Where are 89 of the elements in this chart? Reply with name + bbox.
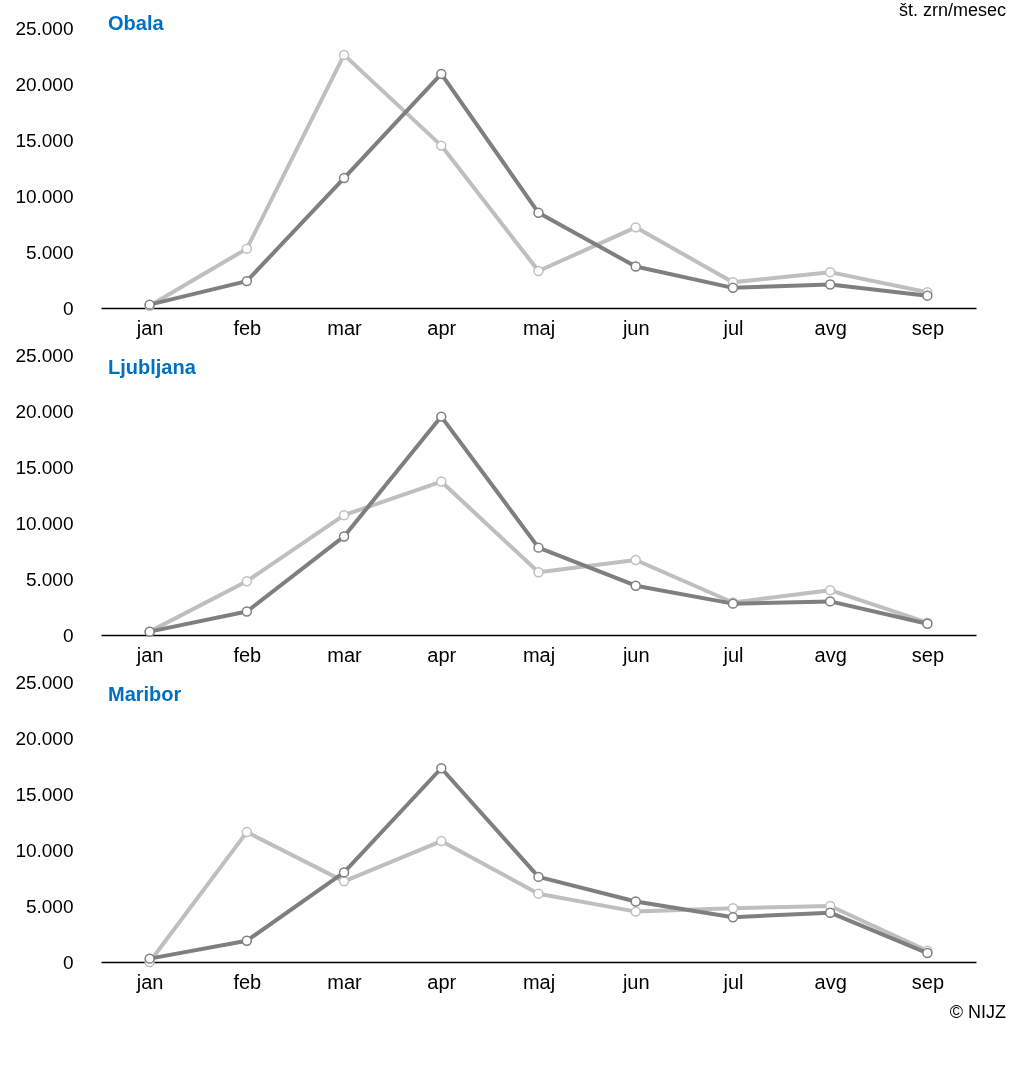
y-tick-label: 0 (62, 297, 74, 319)
point (630, 906, 641, 917)
x-tick-label: sep (911, 643, 945, 666)
point (338, 867, 350, 878)
x-tick-label: mar (327, 643, 363, 666)
point (824, 596, 836, 607)
point (533, 207, 544, 219)
text: © NIJZ (949, 1002, 1006, 1022)
x-tick-label: jul (722, 643, 744, 666)
x-tick-label: feb (233, 643, 262, 666)
x-tick-label: maj (522, 970, 556, 993)
point (533, 567, 544, 578)
y-tick-label: 15.000 (15, 456, 74, 478)
x-tick-label: jan (135, 316, 164, 339)
point (241, 576, 253, 587)
point (630, 554, 641, 566)
point (241, 243, 253, 254)
point (436, 140, 447, 151)
chart-title: Maribor (108, 683, 182, 705)
y-tick-label: 5.000 (25, 895, 74, 917)
y-tick-label: 25.000 (15, 344, 74, 366)
point (727, 282, 739, 294)
point (824, 266, 836, 278)
point (436, 476, 447, 487)
x-tick-label: avg (814, 643, 847, 666)
y-tick-label: 20.000 (15, 400, 74, 422)
x-tick-label: mar (327, 316, 363, 339)
point (630, 580, 641, 591)
text: št. zrn/mesec (898, 0, 1006, 20)
y-tick-label: 20.000 (15, 727, 74, 749)
point (533, 265, 544, 277)
point (824, 279, 836, 290)
point (241, 606, 253, 617)
y-tick-label: 0 (62, 951, 74, 973)
point (241, 275, 253, 287)
point (338, 531, 350, 542)
x-tick-label: avg (814, 316, 847, 339)
x-tick-label: avg (814, 970, 847, 993)
x-tick-label: jun (621, 970, 650, 993)
x-tick-label: jan (135, 643, 164, 666)
y-tick-label: 10.000 (15, 512, 74, 534)
x-tick-label: sep (911, 970, 945, 993)
point (630, 222, 641, 233)
x-tick-label: mar (327, 970, 363, 993)
x-tick-label: jun (621, 643, 650, 666)
x-tick-label: feb (233, 970, 262, 993)
point (436, 411, 447, 422)
x-tick-label: feb (233, 316, 262, 339)
point (824, 907, 836, 918)
y-tick-label: 20.000 (15, 73, 74, 95)
y-tick-label: 5.000 (25, 241, 74, 263)
y-tick-label: 25.000 (15, 671, 74, 693)
point (533, 542, 544, 553)
chart-title: Ljubljana (108, 356, 197, 378)
point (338, 172, 350, 184)
x-tick-label: jun (621, 316, 650, 339)
point (436, 763, 447, 774)
y-tick-label: 25.000 (15, 17, 74, 39)
x-tick-label: maj (522, 643, 556, 666)
chart-title: Obala (108, 12, 165, 34)
x-tick-label: jul (722, 970, 744, 993)
x-tick-label: jul (722, 316, 744, 339)
y-tick-label: 15.000 (15, 129, 74, 151)
point (727, 911, 739, 923)
point (241, 826, 253, 838)
point (824, 584, 836, 596)
point (436, 835, 447, 847)
x-tick-label: jan (135, 970, 164, 993)
y-tick-label: 15.000 (15, 783, 74, 805)
x-tick-label: maj (522, 316, 556, 339)
point (533, 888, 544, 899)
point (727, 903, 739, 914)
y-tick-label: 5.000 (25, 568, 74, 590)
x-tick-label: sep (911, 316, 945, 339)
point (533, 871, 544, 883)
point (630, 896, 641, 907)
point (630, 261, 641, 272)
point (241, 935, 253, 946)
x-tick-label: apr (427, 643, 457, 666)
point (338, 49, 350, 61)
point (436, 68, 447, 80)
point (338, 509, 350, 521)
x-tick-label: apr (427, 970, 457, 993)
y-tick-label: 10.000 (15, 839, 74, 861)
point (144, 953, 155, 964)
y-tick-label: 10.000 (15, 185, 74, 207)
point (338, 876, 350, 887)
x-tick-label: apr (427, 316, 457, 339)
y-tick-label: 0 (62, 624, 74, 646)
